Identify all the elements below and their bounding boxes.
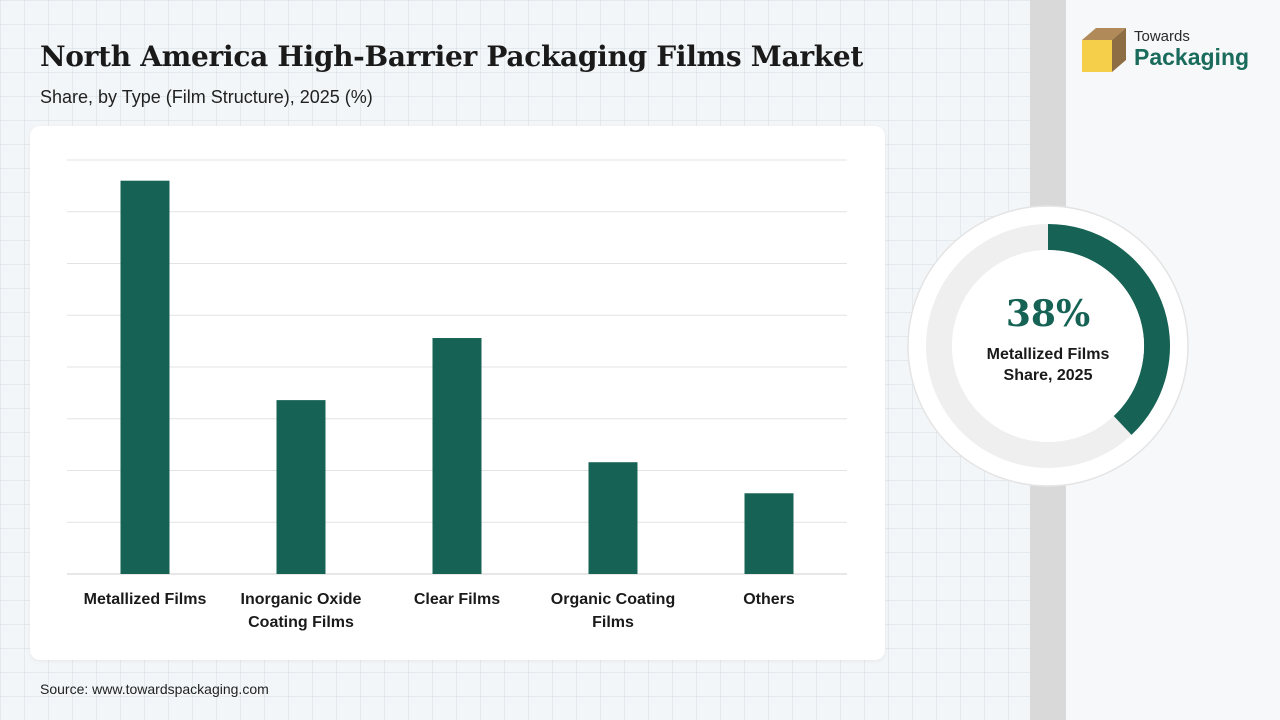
donut-label-line1: Metallized Films [986,346,1110,363]
logo-text-packaging: Packaging [1134,44,1250,70]
x-tick-label: Organic Coating Films [551,591,675,631]
donut-label-line2: Share, 2025 [1003,367,1093,384]
donut-label: Metallized Films Share, 2025 [948,344,1148,386]
chart-title: North America High-Barrier Packaging Fil… [40,40,864,73]
chart-card: Metallized Films Inorganic Oxide Coating F… [30,126,885,660]
box-logo-icon [1082,28,1126,72]
share-donut: 38% Metallized Films Share, 2025 [905,203,1191,489]
source-note: Source: www.towardspackaging.com [40,681,269,697]
chart-subtitle: Share, by Type (Film Structure), 2025 (%… [40,87,373,107]
logo-text-towards: Towards [1134,28,1190,45]
x-tick-label: Others [743,591,795,608]
bar-0 [120,180,170,574]
bar-4 [744,493,794,574]
donut-center [952,250,1144,442]
x-tick-label: Inorganic Oxide Coating Films [241,591,362,631]
donut-value: 38% [1005,293,1091,335]
bar-3 [588,462,638,574]
bar-2 [432,338,482,574]
bar-chart: Metallized Films Inorganic Oxide Coating F… [67,159,847,631]
bar-1 [276,400,326,574]
brand-logo: Towards Packaging [1082,28,1262,78]
donut-value-arc [1047,224,1170,435]
donut-chart [907,205,1189,487]
x-tick-label: Clear Films [414,591,500,608]
x-tick-label: Metallized Films [84,591,207,608]
